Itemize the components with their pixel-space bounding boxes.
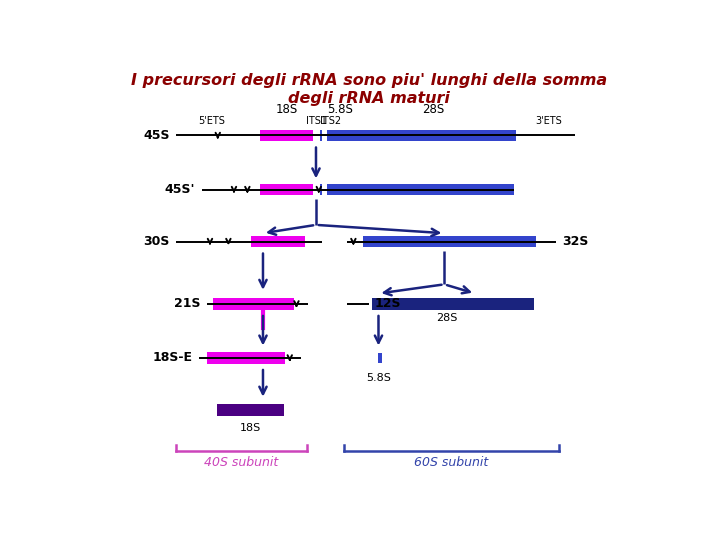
Bar xyxy=(213,298,294,310)
Text: 18S: 18S xyxy=(240,423,261,433)
Text: 45S: 45S xyxy=(143,129,170,142)
Bar xyxy=(372,298,534,310)
Text: 12S: 12S xyxy=(374,298,401,310)
Bar xyxy=(251,235,305,247)
Text: 18S-E: 18S-E xyxy=(152,352,192,365)
Text: 5.8S: 5.8S xyxy=(327,103,353,116)
Text: 32S: 32S xyxy=(562,235,589,248)
Bar xyxy=(260,130,313,141)
Bar xyxy=(320,184,322,195)
Bar xyxy=(364,235,536,247)
Text: 60S subunit: 60S subunit xyxy=(414,456,488,469)
Text: 5'ETS: 5'ETS xyxy=(198,116,225,126)
Bar xyxy=(217,404,284,416)
Text: ITS2: ITS2 xyxy=(320,116,341,126)
Bar xyxy=(320,130,322,141)
Text: 3'ETS: 3'ETS xyxy=(535,116,562,126)
Text: 28S: 28S xyxy=(422,103,444,116)
Text: 28S: 28S xyxy=(436,313,458,323)
Bar xyxy=(260,184,313,195)
Text: 30S: 30S xyxy=(143,235,170,248)
Text: 21S: 21S xyxy=(174,298,200,310)
Text: ITS1: ITS1 xyxy=(306,116,327,126)
Bar xyxy=(207,352,285,364)
Text: 18S: 18S xyxy=(276,103,298,116)
Bar xyxy=(379,353,382,362)
Bar xyxy=(327,184,514,195)
Text: 45S': 45S' xyxy=(164,183,195,196)
Text: 40S subunit: 40S subunit xyxy=(204,456,279,469)
Bar xyxy=(327,130,516,141)
Text: 5.8S: 5.8S xyxy=(366,373,391,383)
Text: I precursori degli rRNA sono piu' lunghi della somma
degli rRNA maturi: I precursori degli rRNA sono piu' lunghi… xyxy=(131,73,607,105)
